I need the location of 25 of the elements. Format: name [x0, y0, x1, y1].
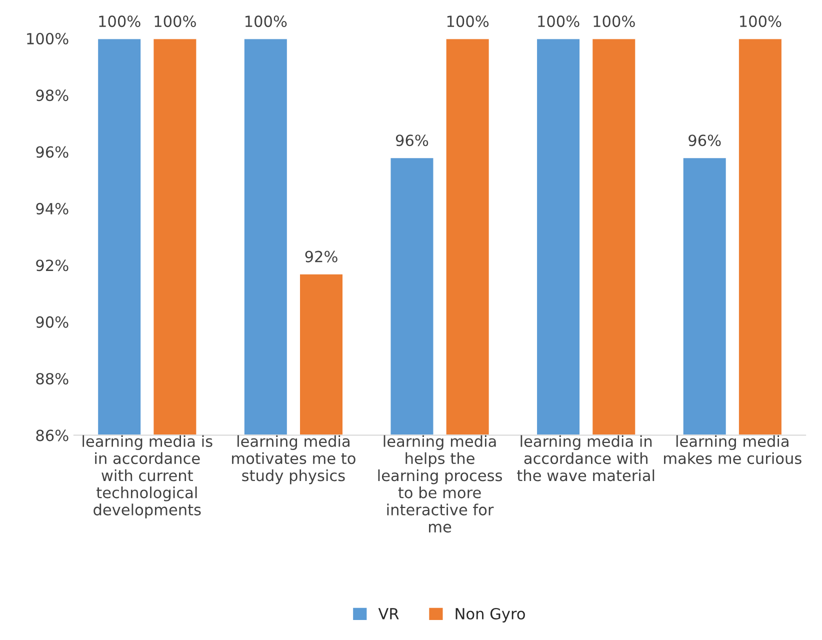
y-tick-label: 92% — [36, 260, 68, 272]
y-tick-label: 96% — [36, 146, 68, 158]
y-tick-label: 100% — [27, 32, 68, 44]
data-label: 100% — [594, 16, 635, 28]
y-tick-label: 86% — [36, 430, 68, 442]
data-label: 96% — [688, 134, 721, 146]
data-label: 100% — [154, 16, 196, 28]
legend-label: VR — [378, 608, 399, 620]
y-tick-label: 88% — [36, 372, 68, 385]
data-label: 92% — [305, 250, 338, 262]
y-tick-label: 90% — [36, 316, 68, 328]
data-label: 100% — [538, 16, 580, 28]
legend-label: Non Gyro — [456, 608, 525, 622]
y-tick-label: 94% — [36, 202, 68, 214]
x-tick-label: learning media makes me curious — [664, 435, 802, 464]
x-tick-label: learning media is in accordance with current technological developments — [82, 435, 212, 518]
y-tick-label: 98% — [36, 90, 68, 102]
x-tick-label: learning media in accordance with the wave material — [517, 435, 654, 482]
data-label: 100% — [447, 16, 489, 28]
data-label: 96% — [396, 134, 428, 146]
x-tick-label: learning media motivates me to study physics — [232, 435, 356, 484]
x-tick-label: learning media helps the learning process to be more interactive for me — [378, 435, 502, 533]
data-label: 100% — [245, 16, 287, 28]
data-label: 100% — [99, 16, 140, 28]
data-label: 100% — [740, 16, 782, 28]
